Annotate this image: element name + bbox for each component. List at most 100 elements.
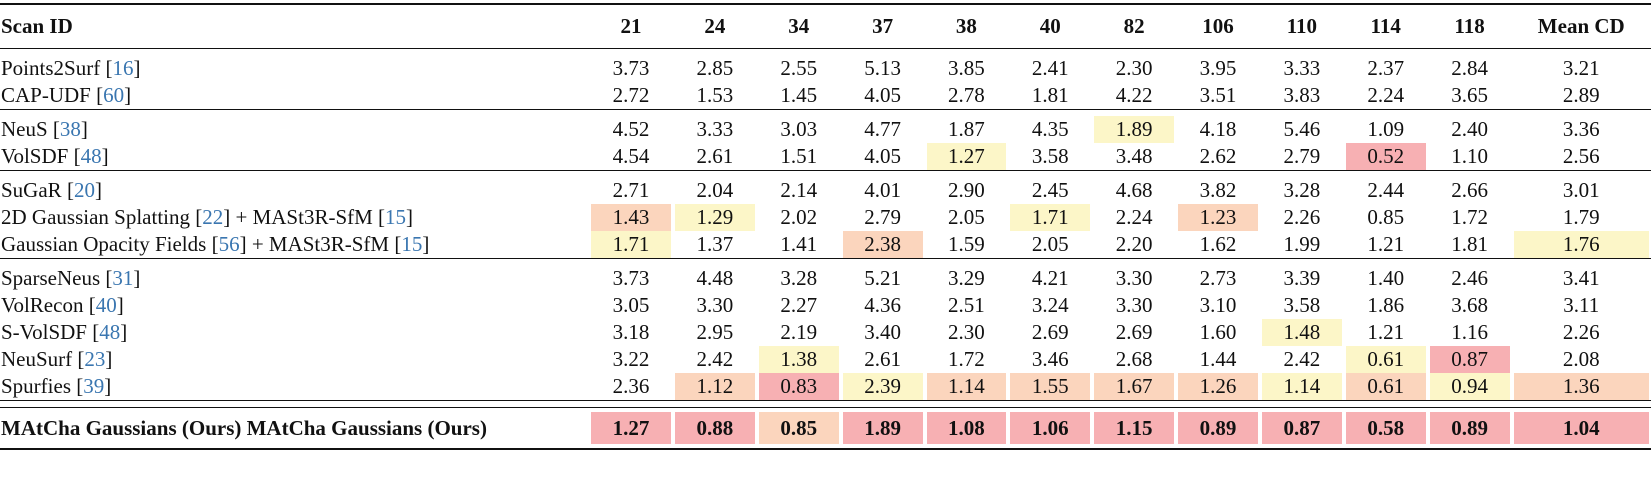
value-cell: 3.46 [1008, 346, 1092, 373]
value-text: 2.56 [1562, 144, 1600, 168]
value-text: 1.37 [696, 232, 734, 256]
citation-link[interactable]: 48 [80, 144, 102, 168]
ours-value-text: 0.88 [674, 412, 755, 444]
value-text: 3.18 [612, 320, 650, 344]
value-cell: 5.13 [841, 49, 925, 82]
value-cell: 0.87 [1428, 346, 1512, 373]
value-cell: 3.18 [589, 319, 673, 346]
value-cell: 4.05 [840, 82, 925, 110]
value-text: 3.29 [948, 266, 985, 290]
citation-link[interactable]: 56 [218, 232, 240, 256]
method-label: Points2Surf [1, 56, 106, 80]
value-text: 2.05 [1031, 232, 1069, 256]
value-cell: 3.30 [673, 292, 757, 319]
value-text: 2.45 [1031, 178, 1069, 202]
value-cell: 4.21 [1008, 259, 1092, 292]
value-cell: 3.05 [589, 292, 673, 319]
method-suffix: + MASt3R-SfM [246, 232, 395, 256]
value-cell: 3.28 [1260, 171, 1344, 204]
method-label: NeuS [1, 117, 53, 141]
value-text: 1.14 [1261, 373, 1342, 400]
value-text: 3.30 [1115, 266, 1153, 290]
value-cell: 2.68 [1092, 346, 1176, 373]
citation-link[interactable]: 39 [83, 374, 105, 398]
citation-link[interactable]: 15 [401, 232, 423, 256]
value-cell: 2.38 [840, 231, 925, 259]
value-cell: 2.41 [1008, 49, 1092, 82]
value-cell: 3.95 [1176, 49, 1260, 82]
ours-value-cell: 1.04 [1511, 407, 1651, 450]
value-cell: 2.79 [1259, 143, 1344, 171]
method-label: 2D Gaussian Splatting [1, 205, 196, 229]
citation-link[interactable]: 20 [73, 178, 95, 202]
method-name: Gaussian Opacity Fields [56] + MASt3R-Sf… [0, 231, 590, 259]
ours-value-text: 0.89 [1178, 412, 1258, 444]
ours-value-text: 0.89 [1429, 412, 1510, 444]
value-text: 4.36 [864, 293, 901, 317]
value-cell: 4.35 [1008, 110, 1092, 143]
value-text: 1.48 [1261, 319, 1342, 346]
value-cell: 2.62 [1176, 143, 1260, 171]
value-text: 1.76 [1513, 231, 1649, 258]
value-text: 4.01 [864, 178, 901, 202]
value-text: 1.27 [926, 143, 1007, 170]
method-name: CAP-UDF [60] [0, 82, 590, 110]
value-text: 2.69 [1115, 320, 1153, 344]
value-cell: 1.44 [1176, 346, 1260, 373]
citation-link[interactable]: 38 [59, 117, 81, 141]
value-cell: 1.10 [1427, 143, 1512, 171]
value-cell: 1.86 [1344, 292, 1428, 319]
header-col-24: 24 [672, 3, 757, 49]
value-cell: 0.85 [1344, 204, 1428, 231]
method-name: VolSDF [48] [0, 143, 590, 171]
value-text: 0.87 [1429, 346, 1510, 373]
value-cell: 4.05 [840, 143, 925, 171]
citation-link[interactable]: 16 [112, 56, 134, 80]
value-text: 1.45 [780, 83, 818, 107]
value-cell: 4.01 [841, 171, 925, 204]
value-cell: 2.42 [673, 346, 757, 373]
value-text: 2.61 [864, 347, 901, 371]
value-cell: 2.30 [925, 319, 1009, 346]
value-text: 5.46 [1283, 117, 1321, 141]
citation-link[interactable]: 31 [112, 266, 134, 290]
value-cell: 2.89 [1511, 82, 1651, 110]
citation-link[interactable]: 23 [84, 347, 106, 371]
value-cell: 1.79 [1512, 204, 1651, 231]
value-text: 3.65 [1451, 83, 1488, 107]
value-cell: 2.37 [1344, 49, 1428, 82]
header-col-37: 37 [840, 3, 925, 49]
value-text: 1.67 [1094, 373, 1175, 400]
value-cell: 1.16 [1428, 319, 1512, 346]
value-cell: 4.36 [841, 292, 925, 319]
citation-link[interactable]: 40 [95, 293, 117, 317]
value-text: 1.38 [758, 346, 839, 373]
value-text: 1.10 [1451, 144, 1488, 168]
value-cell: 3.41 [1512, 259, 1651, 292]
ours-value-cell: 1.08 [924, 407, 1009, 450]
citation-link[interactable]: 60 [103, 83, 125, 107]
value-text: 2.44 [1367, 178, 1405, 202]
value-text: 2.30 [948, 320, 985, 344]
value-cell: 1.67 [1092, 373, 1177, 401]
value-cell: 1.81 [1427, 231, 1512, 259]
table-row: 2D Gaussian Splatting [22] + MASt3R-SfM … [0, 204, 1651, 231]
value-text: 3.22 [612, 347, 650, 371]
value-cell: 2.51 [925, 292, 1009, 319]
value-cell: 2.69 [1092, 319, 1176, 346]
value-cell: 2.40 [1428, 110, 1512, 143]
value-text: 1.23 [1178, 204, 1258, 231]
value-cell: 1.14 [1259, 373, 1344, 401]
method-name: 2D Gaussian Splatting [22] + MASt3R-SfM … [1, 205, 414, 229]
value-text: 2.68 [1115, 347, 1153, 371]
value-cell: 2.69 [1008, 319, 1092, 346]
citation-link[interactable]: 48 [99, 320, 121, 344]
citation-link[interactable]: 15 [385, 205, 407, 229]
citation-link[interactable]: 22 [202, 205, 224, 229]
ours-value-cell: 0.89 [1176, 407, 1260, 450]
value-text: 1.12 [674, 373, 755, 400]
value-cell: 2.26 [1260, 204, 1344, 231]
value-text: 3.33 [1283, 56, 1321, 80]
value-text: 1.62 [1199, 232, 1237, 256]
value-cell: 3.22 [589, 346, 673, 373]
